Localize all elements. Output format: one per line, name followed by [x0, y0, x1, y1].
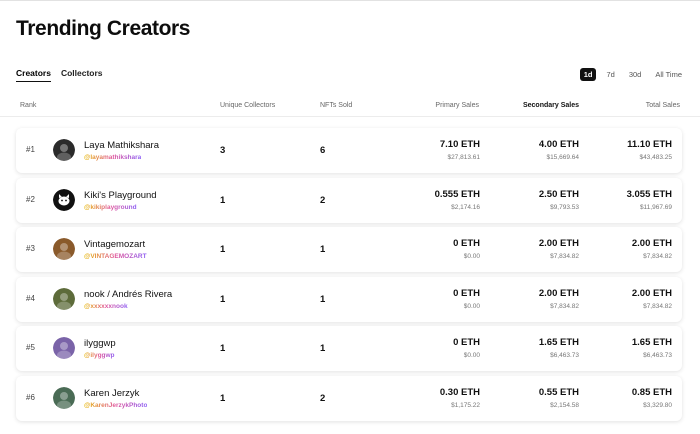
creator-name[interactable]: Karen Jerzyk [84, 387, 140, 399]
rank-label: #2 [26, 194, 35, 204]
portrait-photo-avatar[interactable] [53, 139, 75, 161]
primary-sales-eth: 0 ETH [453, 238, 480, 250]
tab-creators[interactable]: Creators [16, 68, 51, 82]
secondary-sales-usd: $2,154.58 [550, 401, 579, 409]
tab-collectors[interactable]: Collectors [60, 68, 103, 78]
total-sales-usd: $3,329.80 [643, 401, 672, 409]
artwork-avatar[interactable] [53, 337, 75, 360]
creator-name[interactable]: Kiki's Playground [84, 189, 157, 201]
total-sales-usd: $6,463.73 [643, 352, 672, 360]
photo-avatar[interactable] [53, 386, 75, 409]
total-sales-eth: 11.10 ETH [627, 139, 672, 150]
total-sales-eth: 2.00 ETH [631, 287, 672, 299]
cat-avatar[interactable] [53, 188, 75, 211]
total-sales-eth: 1.65 ETH [631, 337, 672, 349]
rank-label: #6 [26, 392, 35, 402]
primary-sales-usd: $0.00 [463, 352, 480, 360]
col-unique-collectors[interactable]: Unique Collectors [220, 102, 276, 109]
col-primary-sales[interactable]: Primary Sales [435, 102, 479, 109]
total-sales-eth: 2.00 ETH [631, 238, 672, 250]
primary-sales-eth: 0.555 ETH [434, 188, 480, 200]
secondary-sales-eth: 2.00 ETH [538, 238, 579, 250]
secondary-sales-usd: $6,463.73 [550, 352, 579, 360]
secondary-sales-eth: 0.55 ETH [538, 386, 579, 398]
primary-sales-usd: $27,813.61 [447, 154, 480, 161]
table-row[interactable]: #4 nook / Andrés Rivera @xxxxxxnook 1 1 0 ETH… [16, 276, 682, 322]
creator-handle[interactable]: @KarenJerzykPhoto [84, 401, 148, 409]
primary-sales-usd: $1,175.22 [451, 401, 480, 409]
unique-collectors-value: 3 [220, 145, 226, 156]
artwork-avatar[interactable] [53, 287, 75, 310]
rank-label: #4 [26, 293, 35, 303]
unique-collectors-value: 1 [220, 343, 226, 355]
secondary-sales-usd: $7,834.82 [550, 253, 579, 261]
rank-label: #1 [26, 145, 35, 154]
nfts-sold-value: 1 [320, 244, 326, 256]
primary-sales-eth: 0.30 ETH [439, 386, 480, 398]
creator-handle[interactable]: @ilyggwp [84, 352, 115, 360]
unique-collectors-value: 1 [220, 293, 226, 305]
creator-name[interactable]: ilyggwp [84, 338, 116, 350]
creator-name[interactable]: Vintagemozart [84, 239, 146, 251]
creator-handle[interactable]: @kikiplayground [84, 203, 137, 211]
primary-sales-usd: $0.00 [463, 253, 480, 261]
nfts-sold-value: 2 [320, 194, 326, 206]
time-range-selector: 1d 7d 30d All Time [579, 68, 686, 81]
table-row[interactable]: #3 Vintagemozart @VINTAGEMOZART 1 1 0 ETH $0.0… [16, 227, 682, 273]
total-sales-usd: $43,483.25 [639, 154, 672, 161]
range-30d[interactable]: 30d [628, 70, 642, 79]
creator-handle[interactable]: @VINTAGEMOZART [84, 253, 147, 261]
total-sales-usd: $11,967.69 [639, 203, 672, 211]
col-nfts-sold[interactable]: NFTs Sold [320, 102, 353, 109]
tab-bar: Creators Collectors [16, 68, 103, 82]
total-sales-usd: $7,834.82 [643, 302, 672, 310]
total-sales-eth: 0.85 ETH [631, 386, 672, 398]
col-secondary-sales[interactable]: Secondary Sales [522, 102, 579, 109]
creator-name[interactable]: Laya Mathikshara [84, 140, 159, 151]
secondary-sales-eth: 2.50 ETH [538, 188, 579, 200]
primary-sales-eth: 0 ETH [453, 337, 480, 349]
table-row[interactable]: #6 Karen Jerzyk @KarenJerzykPhoto 1 2 0.30 ET… [16, 375, 682, 421]
creator-handle[interactable]: @layamathikshara [84, 154, 142, 161]
nfts-sold-value: 1 [320, 293, 326, 305]
range-7d[interactable]: 7d [606, 70, 615, 79]
range-1d[interactable]: 1d [579, 68, 597, 81]
total-sales-usd: $7,834.82 [643, 253, 672, 261]
primary-sales-usd: $2,174.16 [451, 203, 480, 211]
unique-collectors-value: 1 [220, 392, 226, 404]
primary-sales-eth: 0 ETH [453, 287, 480, 299]
unique-collectors-value: 1 [220, 194, 226, 206]
secondary-sales-usd: $9,793.53 [550, 203, 579, 211]
table-row[interactable]: #2 Kiki's Playground @kikiplayground 1 2 0.55… [16, 177, 682, 223]
secondary-sales-eth: 2.00 ETH [538, 287, 579, 299]
table-row[interactable]: #5 ilyggwp @ilyggwp 1 1 0 ETH $0.00 1.65 ETH $6,… [16, 326, 682, 372]
range-all-time[interactable]: All Time [655, 70, 682, 79]
unique-collectors-value: 1 [220, 244, 226, 256]
secondary-sales-eth: 1.65 ETH [538, 337, 579, 349]
secondary-sales-usd: $15,669.64 [546, 154, 579, 161]
table-header: Rank Unique Collectors NFTs Sold Primary… [18, 102, 682, 114]
rank-label: #3 [26, 244, 35, 254]
col-total-sales[interactable]: Total Sales [645, 102, 680, 109]
nfts-sold-value: 6 [320, 145, 326, 156]
creator-name[interactable]: nook / Andrés Rivera [84, 288, 173, 300]
header-divider [0, 116, 700, 117]
col-rank[interactable]: Rank [20, 102, 37, 109]
nfts-sold-value: 2 [320, 392, 326, 404]
total-sales-eth: 3.055 ETH [626, 188, 672, 200]
creators-table: #1 Laya Mathikshara @layamathikshara 3 6 7.10… [16, 128, 682, 426]
primary-sales-usd: $0.00 [463, 302, 480, 310]
nfts-sold-value: 1 [320, 343, 326, 355]
creator-handle[interactable]: @xxxxxxnook [84, 302, 128, 310]
primary-sales-eth: 7.10 ETH [439, 139, 480, 150]
top-divider [0, 0, 700, 1]
artwork-avatar[interactable] [53, 238, 75, 261]
rank-label: #5 [26, 343, 35, 353]
secondary-sales-usd: $7,834.82 [550, 302, 579, 310]
page-title: Trending Creators [16, 17, 191, 40]
secondary-sales-eth: 4.00 ETH [538, 139, 579, 150]
table-row[interactable]: #1 Laya Mathikshara @layamathikshara 3 6 7.10… [16, 128, 682, 173]
